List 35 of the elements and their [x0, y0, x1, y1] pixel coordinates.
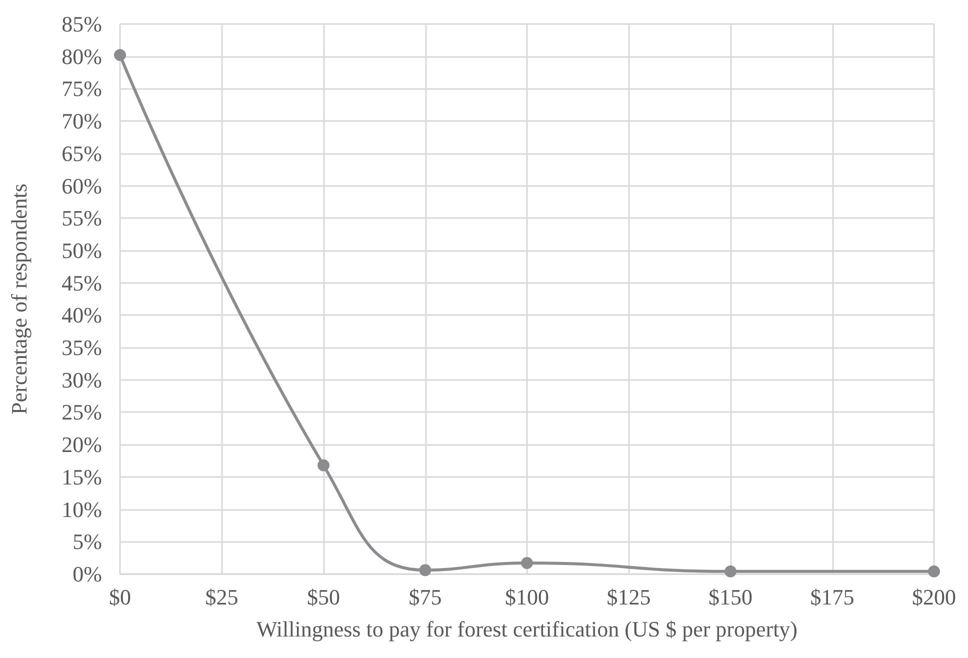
x-tick-label: $100: [505, 584, 549, 610]
y-tick-label: 45%: [62, 270, 102, 296]
x-tick-label: $150: [708, 584, 752, 610]
x-tick-label: $0: [109, 584, 131, 610]
y-tick-label: 70%: [62, 108, 102, 134]
point: [724, 565, 736, 578]
x-tick-label: $50: [307, 584, 340, 610]
y-tick-label: 50%: [62, 238, 102, 263]
point: [521, 557, 533, 569]
point: [114, 49, 126, 62]
x-axis-title: Willingness to pay for forest certification (US $ per property): [256, 616, 798, 642]
point: [928, 565, 940, 578]
y-tick-label: 20%: [62, 432, 102, 458]
point: [419, 564, 432, 576]
y-tick-label: 10%: [62, 496, 102, 522]
x-tick-label: $200: [912, 584, 956, 610]
y-tick-label: 35%: [62, 335, 102, 360]
y-tick-label: 65%: [62, 140, 102, 166]
y-tick-label: 55%: [62, 206, 102, 231]
y-tick-label: 80%: [62, 44, 102, 69]
y-tick-label: 15%: [62, 464, 102, 490]
x-tick-label: $25: [205, 584, 238, 610]
x-tick-label: $175: [810, 584, 854, 610]
y-tick-label: 5%: [72, 529, 102, 554]
y-tick-label: 85%: [62, 12, 102, 36]
y-tick-label: 0%: [72, 562, 102, 586]
x-tick-label: $75: [408, 584, 442, 610]
point: [318, 459, 330, 472]
y-tick-label: 40%: [62, 302, 102, 328]
y-tick-label: 75%: [62, 76, 102, 102]
y-axis-title: Percentage of respondents: [6, 184, 32, 414]
y-tick-label: 30%: [62, 367, 102, 392]
x-tick-label: $125: [606, 584, 651, 610]
y-tick-label: 25%: [62, 400, 102, 425]
y-tick-label: 60%: [62, 173, 102, 198]
